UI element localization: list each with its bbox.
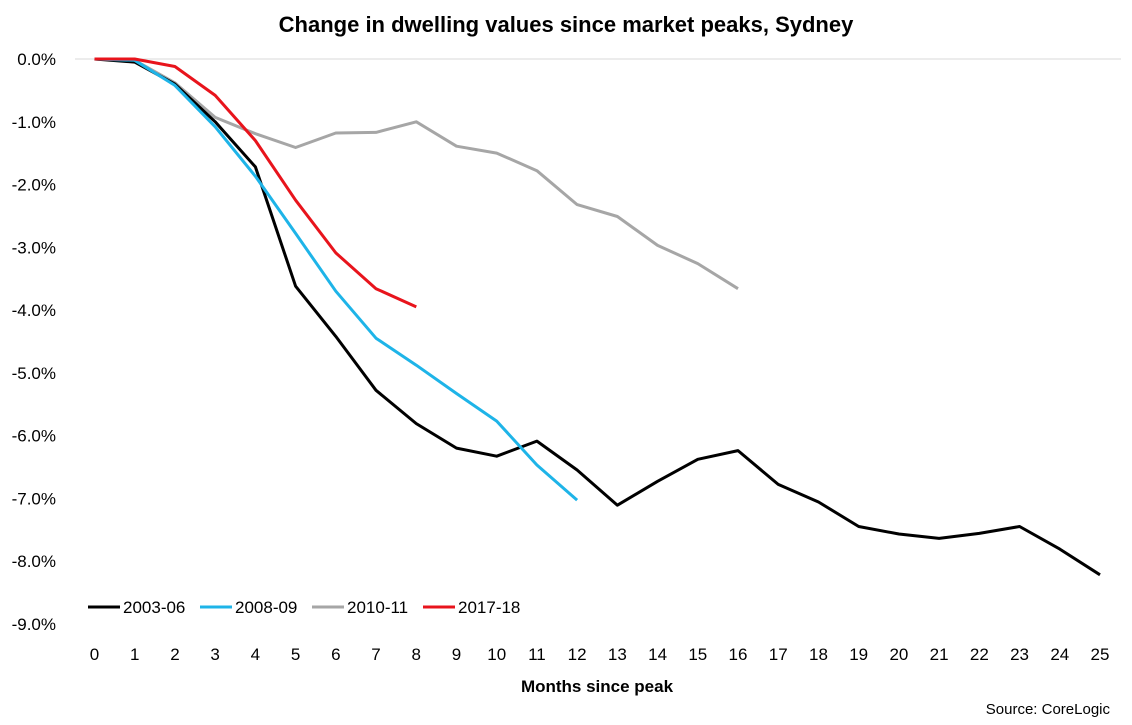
x-tick-label: 15	[688, 645, 707, 664]
legend: 2003-06 2008-09 2010-11 2017-18	[88, 598, 520, 617]
x-tick-label: 23	[1010, 645, 1029, 664]
source-note: Source: CoreLogic	[986, 701, 1111, 718]
y-tick-label: -6.0%	[12, 427, 56, 446]
plot-area	[94, 57, 1101, 577]
x-tick-label: 25	[1091, 645, 1110, 664]
y-tick-label: -4.0%	[12, 301, 56, 320]
x-tick-label: 1	[130, 645, 139, 664]
legend-label-2017-18: 2017-18	[458, 598, 520, 617]
y-tick-label: 0.0%	[17, 50, 56, 69]
series-line-2017-18	[94, 57, 417, 309]
x-tick-label: 13	[608, 645, 627, 664]
x-tick-label: 9	[452, 645, 461, 664]
x-tick-label: 16	[729, 645, 748, 664]
legend-label-2010-11: 2010-11	[347, 598, 408, 617]
x-tick-label: 10	[487, 645, 506, 664]
y-tick-label: -1.0%	[12, 113, 56, 132]
y-tick-label: -7.0%	[12, 489, 56, 508]
x-tick-label: 20	[889, 645, 908, 664]
y-tick-label: -5.0%	[12, 364, 56, 383]
y-tick-label: -8.0%	[12, 552, 56, 571]
x-tick-label: 21	[930, 645, 949, 664]
x-tick-label: 7	[371, 645, 380, 664]
x-tick-label: 4	[251, 645, 260, 664]
x-tick-label: 6	[331, 645, 340, 664]
y-tick-label: -2.0%	[12, 176, 56, 195]
y-tick-label: -9.0%	[12, 615, 56, 634]
x-tick-label: 18	[809, 645, 828, 664]
x-tick-label: 2	[170, 645, 179, 664]
chart-title: Change in dwelling values since market p…	[279, 12, 854, 37]
x-tick-label: 19	[849, 645, 868, 664]
x-tick-label: 8	[412, 645, 421, 664]
x-tick-label: 12	[568, 645, 587, 664]
series-line-2008-09	[94, 57, 579, 502]
series-line-2003-06	[94, 57, 1101, 577]
x-tick-label: 0	[90, 645, 99, 664]
x-tick-label: 11	[528, 645, 546, 664]
x-tick-label: 17	[769, 645, 788, 664]
x-axis: 0 1 2 3 4 5 6 7 8 9 10 11 12 13 14 15 16 17 18 19 20 21 22 23 24…	[90, 645, 1110, 664]
legend-label-2003-06: 2003-06	[123, 598, 185, 617]
legend-label-2008-09: 2008-09	[235, 598, 297, 617]
x-tick-label: 5	[291, 645, 300, 664]
x-axis-label: Months since peak	[521, 677, 674, 696]
x-tick-label: 24	[1050, 645, 1069, 664]
y-axis: 0.0% -1.0% -2.0% -3.0% -4.0% -5.0% -6.0% -7.0% -…	[12, 50, 56, 634]
series-line-2010-11	[94, 57, 739, 290]
x-tick-label: 14	[648, 645, 667, 664]
y-tick-label: -3.0%	[12, 238, 56, 257]
x-tick-label: 3	[210, 645, 219, 664]
x-tick-label: 22	[970, 645, 989, 664]
